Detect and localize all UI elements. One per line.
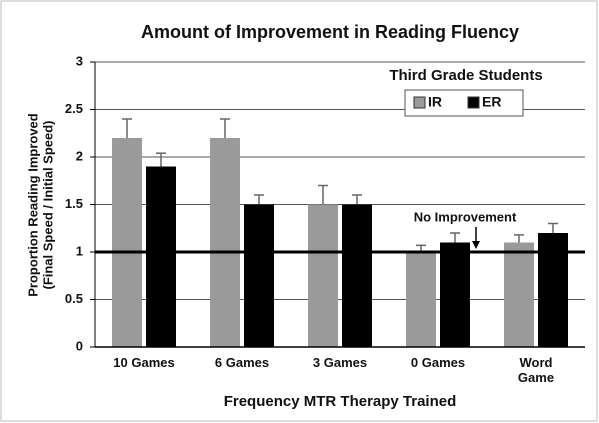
x-tick: Word Game: [517, 355, 555, 385]
bar: [538, 233, 568, 347]
y-tick-label: 1.5: [65, 196, 83, 211]
x-tick: 0 Games: [410, 355, 466, 370]
legend-swatch: [467, 96, 480, 109]
bar: [440, 242, 470, 347]
legend-title: Third Grade Students: [389, 67, 542, 84]
bar: [210, 138, 240, 347]
bar: [342, 204, 372, 347]
bar: [244, 204, 274, 347]
x-tick-label: 10 Games: [113, 355, 175, 370]
y-tick-label: 2: [76, 148, 83, 163]
x-axis-label: Frequency MTR Therapy Trained: [224, 393, 457, 410]
bar: [112, 138, 142, 347]
bar: [504, 242, 534, 347]
legend-swatch: [413, 96, 426, 109]
y-tick-label: 0.5: [65, 291, 83, 306]
y-tick-label: 3: [76, 53, 83, 68]
bar: [406, 252, 436, 347]
y-tick-label: 0: [76, 338, 83, 353]
chart-title: Amount of Improvement in Reading Fluency: [141, 22, 519, 42]
legend-label: IR: [428, 94, 442, 110]
x-tick-label: Word Game: [517, 355, 555, 385]
x-tick-label: 0 Games: [410, 355, 466, 370]
y-tick-label: 2.5: [65, 101, 83, 116]
x-tick-label: 3 Games: [312, 355, 368, 370]
x-tick: 3 Games: [312, 355, 368, 370]
x-tick: 6 Games: [214, 355, 270, 370]
annotation-arrowhead: [472, 241, 480, 249]
bar: [308, 204, 338, 347]
annotation: No Improvement: [414, 209, 517, 224]
x-tick: 10 Games: [113, 355, 175, 370]
legend-label: ER: [482, 94, 501, 110]
y-axis-label: Proportion Reading Improved: [25, 113, 40, 297]
y-tick-label: 1: [76, 243, 83, 258]
x-tick-label: 6 Games: [214, 355, 270, 370]
y-axis-label: (Final Speed / Initial Speed): [40, 120, 55, 289]
bar: [146, 166, 176, 347]
